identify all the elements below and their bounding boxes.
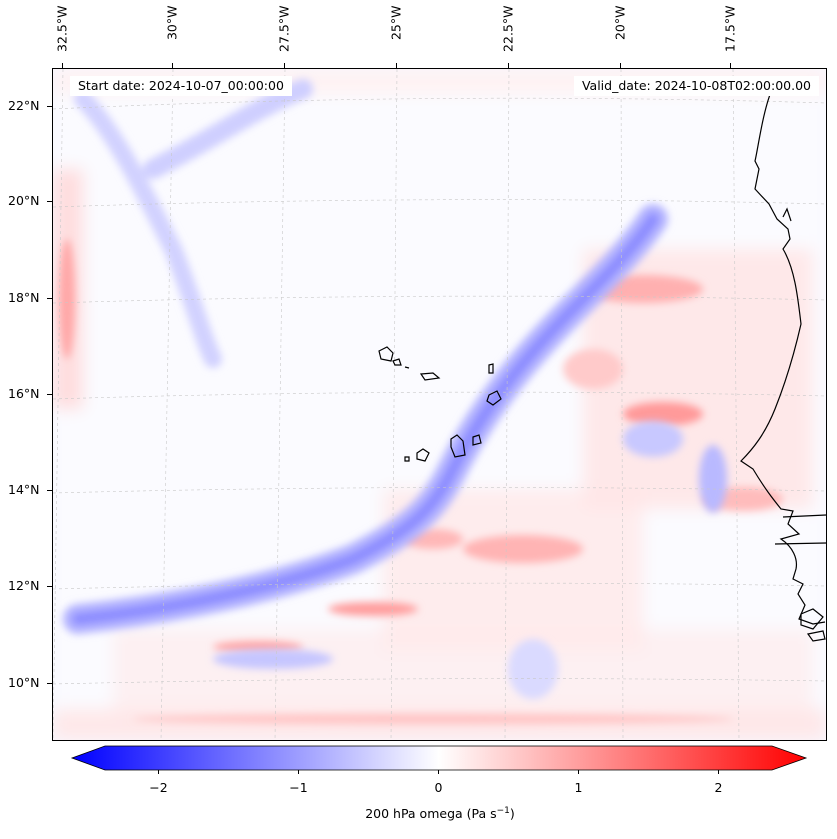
lat-tickmark bbox=[47, 683, 52, 684]
gridlines bbox=[53, 69, 826, 740]
colorbar-tick-label: −1 bbox=[289, 780, 308, 795]
lon-tickmark bbox=[620, 63, 621, 68]
lat-tick-label: 12°N bbox=[8, 578, 40, 593]
lat-tick-label: 10°N bbox=[8, 675, 40, 690]
lon-tick-label: 17.5°W bbox=[722, 5, 738, 52]
map-panel bbox=[52, 68, 827, 741]
lat-tickmark bbox=[47, 201, 52, 202]
omega-negative-band bbox=[63, 79, 727, 699]
lon-tickmark bbox=[62, 63, 63, 68]
field-background bbox=[53, 69, 826, 740]
lat-tick-label: 14°N bbox=[8, 482, 40, 497]
colorbar bbox=[70, 745, 808, 774]
lon-tick-label: 25°W bbox=[388, 5, 404, 41]
colorbar-tick-label: 2 bbox=[714, 780, 723, 795]
colorbar-tick-label: −2 bbox=[149, 780, 168, 795]
lat-tick-label: 22°N bbox=[8, 98, 40, 113]
colorbar-body bbox=[70, 745, 808, 771]
lon-tick-label: 22.5°W bbox=[500, 5, 516, 52]
lon-tick-label: 32.5°W bbox=[54, 5, 70, 52]
lon-tickmark bbox=[508, 63, 509, 68]
lat-tickmark bbox=[47, 106, 52, 107]
coastline bbox=[378, 86, 826, 642]
omega-field-map bbox=[53, 69, 826, 740]
colorbar-tick-label: 1 bbox=[574, 780, 583, 795]
colorbar-label: 200 hPa omega (Pa s−1) bbox=[365, 806, 515, 822]
colorbar-tick-label: 0 bbox=[434, 780, 443, 795]
lat-tick-label: 20°N bbox=[8, 193, 40, 208]
lon-tick-label: 20°W bbox=[612, 5, 628, 41]
lat-tick-label: 18°N bbox=[8, 290, 40, 305]
lat-tickmark bbox=[47, 394, 52, 395]
start-date-label: Start date: 2024-10-07_00:00:00 bbox=[70, 76, 292, 96]
lat-tickmark bbox=[47, 586, 52, 587]
valid-date-label: Valid_date: 2024-10-08T02:00:00.00 bbox=[573, 76, 819, 96]
lon-tickmark bbox=[172, 63, 173, 68]
lon-tickmark bbox=[730, 63, 731, 68]
lat-tickmark bbox=[47, 490, 52, 491]
lat-tick-label: 16°N bbox=[8, 386, 40, 401]
lon-tickmark bbox=[396, 63, 397, 68]
lat-tickmark bbox=[47, 298, 52, 299]
lon-tickmark bbox=[284, 63, 285, 68]
lon-tick-label: 27.5°W bbox=[276, 5, 292, 52]
lon-tick-label: 30°W bbox=[164, 5, 180, 41]
